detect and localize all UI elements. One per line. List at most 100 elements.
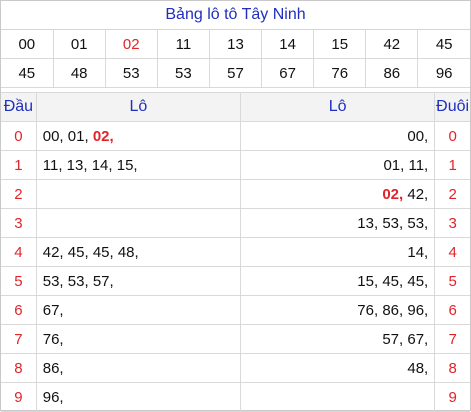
drawn-numbers-row-1: 00 01 02 11 13 14 15 42 45 — [1, 30, 470, 59]
lo-number: 86, — [382, 301, 404, 319]
lo-number: 45, — [67, 243, 89, 261]
lo-number: 15, — [116, 156, 138, 174]
lo-number: 86, — [42, 359, 64, 377]
drawn-number-cell: 15 — [313, 30, 367, 59]
lo-number: 67, — [42, 301, 64, 319]
lo-right-cell: 00, — [240, 121, 436, 151]
drawn-number-cell: 76 — [313, 58, 367, 88]
lo-left-cell: 76, — [35, 324, 242, 354]
lo-left-cell: 00, 01, 02, — [35, 121, 242, 151]
lo-number: 13, — [66, 156, 88, 174]
duoi-digit: 4 — [434, 237, 470, 267]
dau-digit: 4 — [1, 237, 37, 267]
header-lo-left: Lô — [35, 92, 242, 122]
head-tail-header-row: Đầu Lô Lô Đuôi — [1, 92, 470, 122]
lo-number: 76, — [357, 301, 379, 319]
header-lo-right: Lô — [240, 92, 436, 122]
drawn-number-cell: 11 — [156, 30, 210, 59]
lo-number: 53, — [67, 272, 89, 290]
lo-number: 48, — [407, 359, 429, 377]
table-row: 4 42, 45, 45, 48, 14, 4 — [1, 237, 470, 267]
drawn-number-cell: 02 — [104, 30, 158, 59]
lo-number: 45, — [92, 243, 114, 261]
lo-right-cell: 13, 53, 53, — [240, 208, 436, 238]
dau-digit: 5 — [1, 266, 37, 296]
lo-number: 53, — [407, 214, 429, 232]
header-duoi: Đuôi — [434, 92, 470, 122]
lo-left-cell: 53, 53, 57, — [35, 266, 242, 296]
lo-left-cell: 42, 45, 45, 48, — [35, 237, 242, 267]
lo-left-cell: 11, 13, 14, 15, — [35, 150, 242, 180]
lo-right-cell: 14, — [240, 237, 436, 267]
drawn-number-cell: 14 — [261, 30, 315, 59]
lo-right-cell — [240, 382, 436, 412]
drawn-number-cell: 45 — [417, 30, 470, 59]
lo-number: 11, — [408, 156, 429, 174]
lo-number: 76, — [42, 330, 64, 348]
lo-right-cell: 15, 45, 45, — [240, 266, 436, 296]
lo-number: 01, — [67, 127, 89, 145]
lo-number: 96, — [407, 301, 429, 319]
table-row: 7 76, 57, 67, 7 — [1, 324, 470, 354]
dau-digit: 9 — [1, 382, 37, 412]
table-row: 3 13, 53, 53, 3 — [1, 208, 470, 238]
lo-right-cell: 76, 86, 96, — [240, 295, 436, 325]
drawn-number-cell: 67 — [261, 58, 315, 88]
dau-digit: 6 — [1, 295, 37, 325]
drawn-number-cell: 53 — [104, 58, 158, 88]
duoi-digit: 8 — [434, 353, 470, 383]
lo-number: 14, — [407, 243, 429, 261]
table-title: Bảng lô tô Tây Ninh — [1, 1, 470, 30]
lo-number: 15, — [357, 272, 379, 290]
lo-right-cell: 02, 42, — [240, 179, 436, 209]
lo-number: 45, — [382, 272, 404, 290]
lo-left-cell: 86, — [35, 353, 242, 383]
dau-digit: 7 — [1, 324, 37, 354]
table-row: 9 96, 9 — [1, 382, 470, 412]
lo-number: 02, — [92, 127, 114, 145]
drawn-number-cell: 42 — [365, 30, 419, 59]
lo-number: 57, — [92, 272, 114, 290]
lo-number: 45, — [407, 272, 429, 290]
duoi-digit: 1 — [434, 150, 470, 180]
drawn-numbers-table: 00 01 02 11 13 14 15 42 45 45 48 53 53 57 67 76 86 96 — [1, 30, 470, 88]
duoi-digit: 7 — [434, 324, 470, 354]
table-row: 2 02, 42, 2 — [1, 179, 470, 209]
lo-left-cell: 67, — [35, 295, 242, 325]
lo-number: 13, — [357, 214, 379, 232]
header-dau: Đầu — [1, 92, 37, 122]
drawn-number-cell: 48 — [52, 58, 106, 88]
table-row: 5 53, 53, 57, 15, 45, 45, 5 — [1, 266, 470, 296]
lo-number: 11, — [42, 156, 63, 174]
lo-number: 48, — [117, 243, 139, 261]
lo-left-cell — [35, 208, 242, 238]
lo-number: 57, — [382, 330, 404, 348]
dau-digit: 8 — [1, 353, 37, 383]
duoi-digit: 5 — [434, 266, 470, 296]
duoi-digit: 9 — [434, 382, 470, 412]
drawn-number-cell: 86 — [365, 58, 419, 88]
head-tail-table: Đầu Lô Lô Đuôi 0 00, 01, 02, 00, 0 1 11, 13, … — [1, 92, 470, 412]
lo-number: 67, — [407, 330, 429, 348]
drawn-number-cell: 13 — [208, 30, 263, 59]
drawn-number-cell: 57 — [208, 58, 263, 88]
lo-number: 42, — [42, 243, 64, 261]
dau-digit: 2 — [1, 179, 37, 209]
lo-left-cell: 96, — [35, 382, 242, 412]
duoi-digit: 2 — [434, 179, 470, 209]
drawn-number-cell: 96 — [417, 58, 470, 88]
lo-number: 96, — [42, 388, 64, 406]
drawn-number-cell: 00 — [1, 30, 54, 59]
table-row: 1 11, 13, 14, 15, 01, 11, 1 — [1, 150, 470, 180]
drawn-numbers-row-2: 45 48 53 53 57 67 76 86 96 — [1, 58, 470, 88]
lo-number: 42, — [407, 185, 429, 203]
duoi-digit: 6 — [434, 295, 470, 325]
drawn-number-cell: 53 — [156, 58, 210, 88]
drawn-number-cell: 01 — [52, 30, 106, 59]
dau-digit: 1 — [1, 150, 37, 180]
lo-right-cell: 48, — [240, 353, 436, 383]
duoi-digit: 3 — [434, 208, 470, 238]
lo-right-cell: 01, 11, — [240, 150, 436, 180]
lo-number: 53, — [382, 214, 404, 232]
